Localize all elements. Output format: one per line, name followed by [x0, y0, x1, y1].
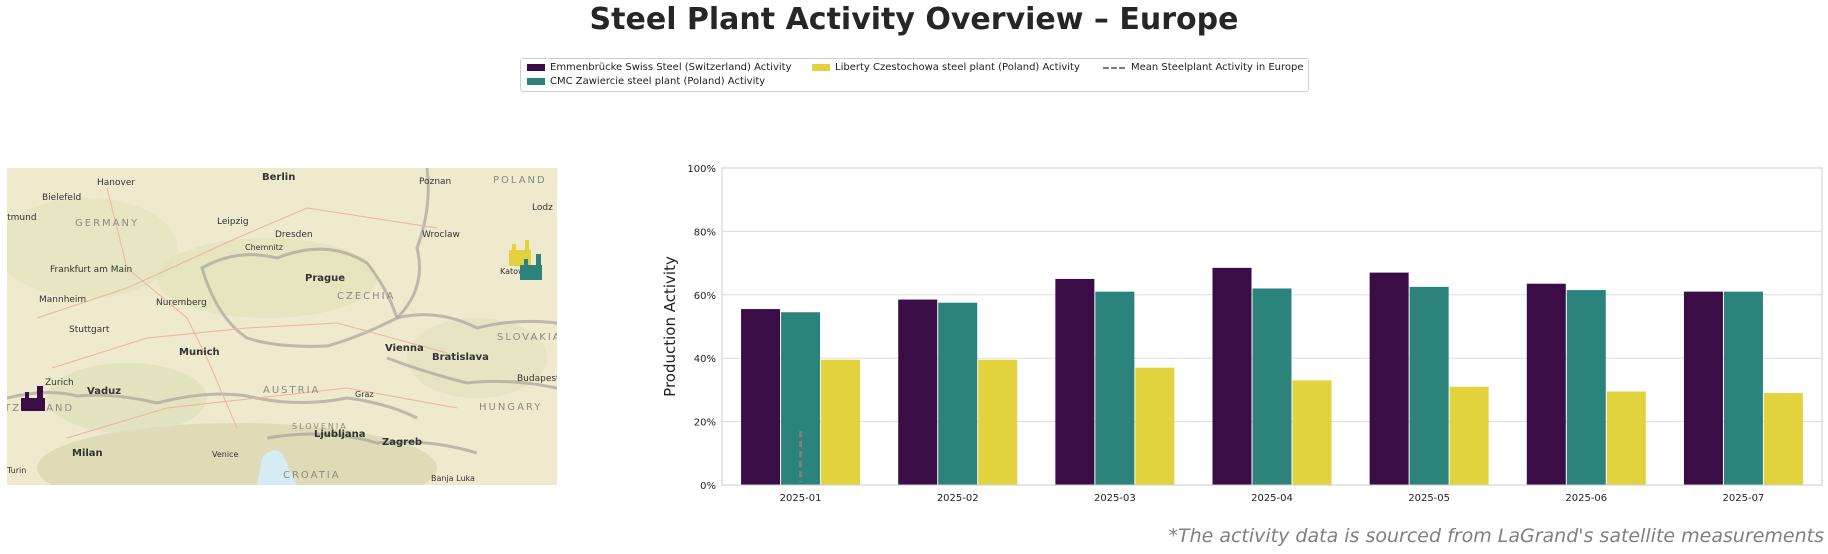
- bar: [1683, 291, 1723, 485]
- bar: [1095, 291, 1135, 485]
- map-country-austria: AUSTRIA: [263, 385, 320, 396]
- y-tick-label: 80%: [694, 227, 716, 238]
- bar: [1723, 291, 1763, 485]
- legend-item-mean: Mean Steelplant Activity in Europe: [1103, 62, 1304, 73]
- map-city-banja-luka: Banja Luka: [431, 474, 475, 483]
- map-svg: GERMANY POLAND CZECHIA SLOVAKIA AUSTRIA …: [7, 168, 557, 485]
- map-city-bielefeld: Bielefeld: [42, 193, 81, 203]
- map-city-graz: Graz: [355, 390, 374, 399]
- bar: [1526, 283, 1566, 485]
- legend-swatch-zawiercie: [527, 78, 545, 85]
- legend-label-emmenbrucke: Emmenbrücke Swiss Steel (Switzerland) Ac…: [550, 62, 792, 73]
- x-ticks: 2025-01 2025-02 2025-03 2025-04 2025-05 2025-…: [780, 493, 1765, 504]
- map-city-poznan: Poznan: [419, 177, 451, 187]
- chart-title: Steel Plant Activity Overview – Europe: [589, 2, 1239, 37]
- map-city-leipzig: Leipzig: [217, 217, 249, 227]
- map-country-slovenia: SLOVENIA: [292, 422, 348, 431]
- bars-group: [741, 267, 1803, 485]
- map-city-vienna: Vienna: [385, 343, 424, 354]
- map-city-dresden: Dresden: [275, 230, 313, 240]
- bar: [1409, 286, 1449, 485]
- bar: [1135, 367, 1175, 485]
- europe-map: GERMANY POLAND CZECHIA SLOVAKIA AUSTRIA …: [7, 168, 557, 485]
- y-ticks: 0% 20% 40% 60% 80% 100%: [687, 164, 716, 492]
- bar: [1566, 290, 1606, 485]
- bar: [821, 359, 861, 485]
- footnote: *The activity data is sourced from LaGra…: [1168, 525, 1824, 547]
- y-tick-label: 40%: [694, 354, 716, 365]
- x-tick-label: 2025-02: [937, 493, 979, 504]
- x-tick-label: 2025-03: [1094, 493, 1136, 504]
- map-city-lodz: Lodz: [532, 203, 553, 213]
- x-tick-label: 2025-01: [780, 493, 822, 504]
- y-tick-label: 0%: [700, 481, 716, 492]
- map-city-prague: Prague: [305, 273, 345, 284]
- map-city-ljubljana: Ljubljana: [314, 429, 366, 440]
- map-city-nuremberg: Nuremberg: [156, 298, 207, 308]
- chart-legend: Emmenbrücke Swiss Steel (Switzerland) Ac…: [520, 58, 1309, 92]
- map-city-berlin: Berlin: [262, 172, 295, 183]
- map-city-hanover: Hanover: [97, 178, 135, 188]
- y-tick-label: 100%: [687, 164, 716, 175]
- legend-label-czestochowa: Liberty Czestochowa steel plant (Poland)…: [835, 62, 1080, 73]
- bar: [1252, 288, 1292, 485]
- map-city-vaduz: Vaduz: [87, 386, 121, 397]
- map-country-czechia: CZECHIA: [337, 291, 395, 302]
- legend-item-czestochowa: Liberty Czestochowa steel plant (Poland)…: [812, 62, 1080, 73]
- legend-swatch-mean: [1103, 66, 1125, 69]
- map-city-milan: Milan: [72, 448, 103, 459]
- bar: [1763, 393, 1803, 485]
- legend-label-zawiercie: CMC Zawiercie steel plant (Poland) Activ…: [550, 76, 766, 87]
- map-city-frankfurt: Frankfurt am Main: [50, 265, 132, 275]
- map-city-zurich: Zurich: [45, 378, 74, 388]
- bar: [781, 312, 821, 485]
- factory-icon-zawiercie: [520, 254, 542, 280]
- map-country-germany: GERMANY: [75, 218, 139, 229]
- factory-icon-emmenbrucke: [21, 386, 45, 411]
- bar: [898, 299, 938, 485]
- map-city-chemnitz: Chemnitz: [245, 243, 283, 252]
- y-tick-label: 20%: [694, 418, 716, 429]
- bar: [741, 309, 781, 485]
- bar: [1369, 272, 1409, 485]
- map-city-venice: Venice: [212, 450, 238, 459]
- map-city-stuttgart: Stuttgart: [69, 325, 110, 335]
- map-city-zagreb: Zagreb: [382, 437, 422, 448]
- map-city-dortmund: Dortmund: [7, 213, 37, 223]
- legend-swatch-emmenbrucke: [527, 64, 545, 71]
- map-city-bratislava: Bratislava: [432, 352, 489, 363]
- legend-swatch-czestochowa: [812, 64, 830, 71]
- map-city-turin: Turin: [7, 466, 26, 475]
- x-tick-label: 2025-06: [1565, 493, 1607, 504]
- bar: [938, 302, 978, 485]
- bar: [1292, 380, 1332, 485]
- bar: [1212, 267, 1252, 485]
- map-country-croatia: CROATIA: [283, 470, 341, 481]
- map-country-poland: POLAND: [493, 175, 547, 186]
- map-country-hungary: HUNGARY: [479, 402, 542, 413]
- activity-bar-chart: Production Activity 0% 20% 40% 60% 80% 100% 2…: [661, 164, 1823, 504]
- x-tick-label: 2025-04: [1251, 493, 1293, 504]
- y-tick-label: 60%: [694, 291, 716, 302]
- plot-frame: [721, 167, 1823, 486]
- map-city-katowice: Katowice: [500, 267, 536, 276]
- bar: [978, 359, 1018, 485]
- x-tick-label: 2025-07: [1723, 493, 1765, 504]
- map-city-munich: Munich: [179, 347, 220, 358]
- legend-label-mean: Mean Steelplant Activity in Europe: [1131, 62, 1304, 73]
- map-city-mannheim: Mannheim: [39, 295, 86, 305]
- map-city-wroclaw: Wroclaw: [422, 230, 460, 240]
- legend-item-zawiercie: CMC Zawiercie steel plant (Poland) Activ…: [527, 76, 765, 87]
- bar: [1606, 391, 1646, 485]
- legend-item-emmenbrucke: Emmenbrücke Swiss Steel (Switzerland) Ac…: [527, 62, 792, 73]
- bar: [1055, 278, 1095, 485]
- map-country-slovakia: SLOVAKIA: [497, 332, 557, 343]
- x-tick-label: 2025-05: [1408, 493, 1450, 504]
- map-city-budapest: Budapest: [517, 374, 557, 384]
- bar: [1449, 386, 1489, 485]
- y-axis-label: Production Activity: [661, 256, 679, 397]
